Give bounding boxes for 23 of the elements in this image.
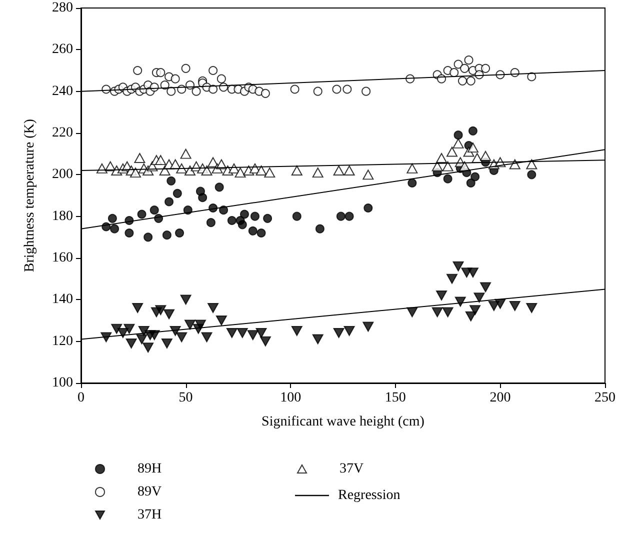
y-tick-label: 180 <box>52 208 73 224</box>
x-tick-label: 200 <box>490 390 511 406</box>
legend-label: 37V <box>340 462 364 476</box>
x-tick-label: 250 <box>594 390 616 406</box>
y-tick-label: 200 <box>52 167 73 182</box>
y-tick-label: 260 <box>52 42 73 58</box>
y-tick-label: 100 <box>52 376 73 390</box>
y-tick-label: 240 <box>52 84 73 99</box>
x-tick-label: 0 <box>78 390 84 406</box>
y-tick-label: 280 <box>52 0 73 16</box>
y-axis-title: Brightness temperature (K) <box>22 118 38 272</box>
legend-label: 37H <box>138 508 162 522</box>
y-tick-label: 120 <box>52 334 73 349</box>
legend-label: 89V <box>138 484 162 500</box>
y-tick-label: 140 <box>52 292 73 308</box>
y-tick-label: 220 <box>52 126 73 140</box>
x-tick-label: 50 <box>178 390 193 406</box>
legend-label: Regression <box>338 488 400 503</box>
y-tick-label: 160 <box>52 250 73 266</box>
x-axis-title: Significant wave height (cm) <box>262 414 425 430</box>
x-tick-label: 150 <box>384 390 406 406</box>
legend-label: 89H <box>138 462 162 476</box>
x-tick-label: 100 <box>280 390 302 406</box>
